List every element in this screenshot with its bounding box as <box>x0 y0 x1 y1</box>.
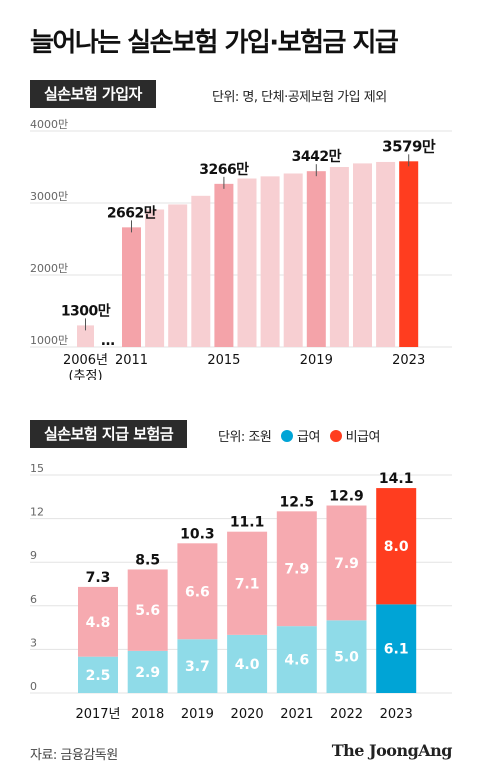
x-tick-label: 2015 <box>207 353 240 368</box>
bar-2018 <box>283 173 303 347</box>
bar-paid-2017년 <box>78 656 118 693</box>
bar-2020 <box>329 167 349 347</box>
bar-2017 <box>260 176 280 347</box>
y-tick-label: 3 <box>30 636 37 649</box>
data-label-2015: 3266만 <box>199 162 249 178</box>
y-tick-label: 15 <box>30 462 44 475</box>
y-tick-label: 2000만 <box>30 262 68 275</box>
x-tick-label: 2020 <box>231 707 264 722</box>
data-label-2011: 2662만 <box>107 205 157 221</box>
bar-paid-2020 <box>227 634 268 693</box>
x-tick-label: 2021 <box>280 707 313 722</box>
total-label: 7.3 <box>86 570 111 586</box>
bar-nonpaid-2021 <box>276 511 317 627</box>
data-label-2023: 3579만 <box>382 137 436 155</box>
label-paid: 2.9 <box>135 665 160 681</box>
label-nonpaid: 4.8 <box>86 615 111 631</box>
label-nonpaid: 6.6 <box>185 584 210 600</box>
total-label: 10.3 <box>180 526 215 542</box>
total-label: 12.9 <box>329 489 364 505</box>
section2-legend: 단위: 조원 급여 비급여 <box>218 426 380 445</box>
section2-unit-note: 단위: 조원 <box>218 430 272 445</box>
bar-2011 <box>122 227 141 347</box>
bar-2013 <box>168 204 188 347</box>
label-paid: 5.0 <box>334 650 359 666</box>
x-tick-label: 2019 <box>181 707 214 722</box>
y-tick-label: 9 <box>30 549 37 562</box>
x-tick-label: 2019 <box>300 353 333 368</box>
legend-nonpaid-label: 비급여 <box>345 430 381 445</box>
total-label: 14.1 <box>379 471 414 487</box>
y-tick-label: 12 <box>30 506 44 519</box>
section1-unit-note: 단위: 명, 단체·공제보험 가입 제외 <box>212 90 387 105</box>
bar-paid-2022 <box>326 620 367 693</box>
y-tick-label: 3000만 <box>30 190 68 203</box>
label-nonpaid: 5.6 <box>135 603 160 619</box>
total-label: 11.1 <box>230 515 265 531</box>
bar-2022 <box>376 161 396 347</box>
gap-marker: … <box>101 333 115 349</box>
subscribers-chart: 1000만 2000만 3000만 4000만 … 1300만 2662만 3266만 3442… <box>30 118 452 380</box>
bar-2012 <box>145 209 165 347</box>
bar-2015 <box>214 183 234 347</box>
source-note: 자료: 금융감독원 <box>30 748 118 763</box>
bar-paid-2019 <box>177 639 218 693</box>
label-nonpaid: 8.0 <box>384 539 409 555</box>
bar-paid-2021 <box>276 626 317 693</box>
label-paid: 4.6 <box>284 653 309 669</box>
x-tick-label: 2011 <box>115 353 148 368</box>
x-tick-label: 2006년 <box>63 353 108 368</box>
data-label-2019: 3442만 <box>292 149 342 165</box>
bar-nonpaid-2022 <box>326 505 367 621</box>
bar-2016 <box>237 178 257 347</box>
label-paid: 4.0 <box>235 657 260 673</box>
x-tick-label: 2023 <box>380 707 413 722</box>
label-paid: 6.1 <box>384 642 409 658</box>
bar-nonpaid-2020 <box>227 531 268 635</box>
x-tick-label: 2023 <box>392 353 425 368</box>
section2-header: 실손보험 지급 보험금 <box>30 420 188 448</box>
page-title: 늘어나는 실손보험 가입·보험금 지급 <box>30 28 399 58</box>
x-tick-sublabel: (추정) <box>68 369 102 380</box>
y-tick-label: 0 <box>30 680 37 693</box>
total-label: 8.5 <box>135 552 160 568</box>
bar-2019 <box>306 171 326 347</box>
label-paid: 3.7 <box>185 659 210 675</box>
y-tick-label: 6 <box>30 593 37 606</box>
legend-paid-swatch <box>281 430 293 442</box>
legend-nonpaid-swatch <box>329 430 342 442</box>
label-nonpaid: 7.9 <box>334 556 359 572</box>
bar-2023 <box>399 161 419 347</box>
bar-nonpaid-2018 <box>127 569 168 651</box>
label-paid: 2.5 <box>86 668 111 684</box>
benefits-chart: 0 3 6 9 12 15 2.5 4.8 7.3 2017년 2.9 5.6 8.5 2018 3.7 6.… <box>30 462 452 722</box>
bar-2006 <box>77 325 94 347</box>
bar-nonpaid-2017년 <box>78 586 118 657</box>
label-nonpaid: 7.9 <box>284 562 309 578</box>
legend-paid-label: 급여 <box>297 430 320 445</box>
x-tick-label: 2017년 <box>75 707 120 722</box>
y-tick-label: 1000만 <box>30 334 68 347</box>
total-label: 12.5 <box>280 494 315 510</box>
y-tick-label: 4000만 <box>30 118 68 131</box>
label-nonpaid: 7.1 <box>235 576 260 592</box>
bar-nonpaid-2023 <box>376 488 417 605</box>
bar-2021 <box>353 163 372 347</box>
bar-nonpaid-2019 <box>177 543 218 640</box>
bar-paid-2023 <box>376 604 417 693</box>
section1-header: 실손보험 가입자 <box>30 80 156 108</box>
x-tick-label: 2022 <box>330 707 363 722</box>
bar-paid-2018 <box>127 650 168 693</box>
data-label-2006: 1300만 <box>61 303 111 319</box>
x-tick-label: 2018 <box>131 707 164 722</box>
brand-logo: The JoongAng <box>331 741 453 760</box>
bar-2014 <box>191 195 211 347</box>
